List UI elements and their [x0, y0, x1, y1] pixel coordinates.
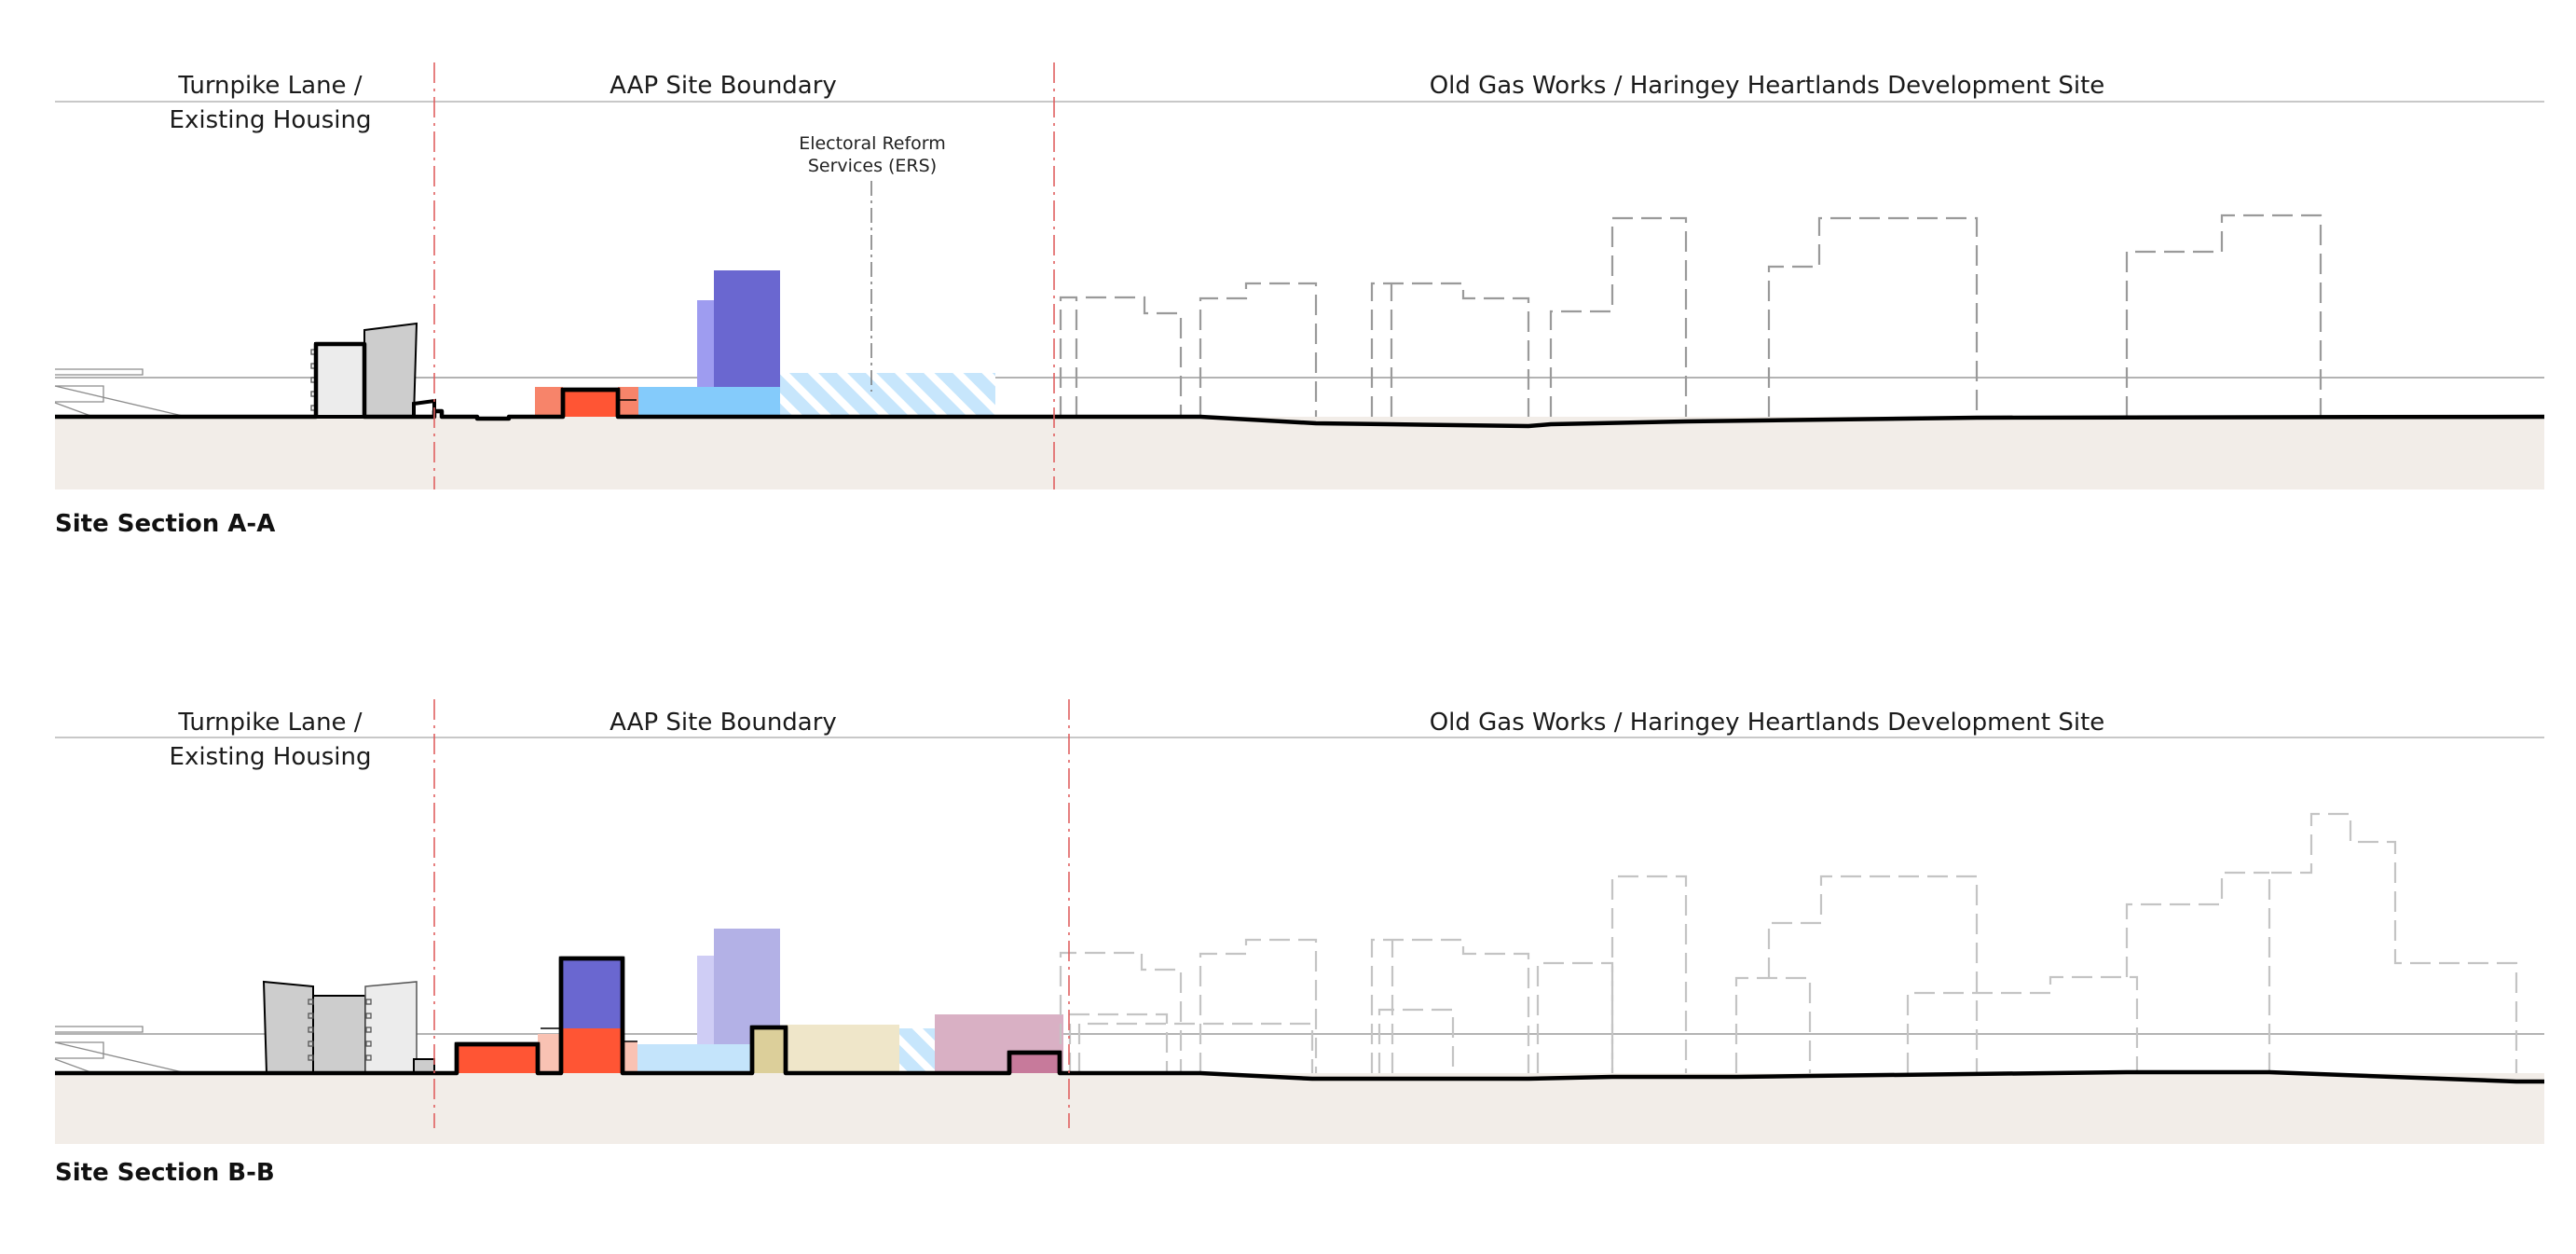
- ground-line: [55, 341, 2545, 429]
- section-caption: Site Section A-A: [55, 510, 275, 538]
- future-development-outlines: [1059, 812, 2518, 1073]
- zone-label-aap-boundary: AAP Site Boundary: [610, 72, 837, 100]
- ground-fill: [55, 417, 2544, 489]
- zone-label-gas-works: Old Gas Works / Haringey Heartlands Deve…: [1430, 72, 2105, 100]
- existing-building: [262, 980, 314, 1074]
- zone-label-existing-housing-line2: Existing Housing: [170, 743, 372, 771]
- proposed-tower: [697, 300, 714, 387]
- zone-label-gas-works: Old Gas Works / Haringey Heartlands Deve…: [1430, 709, 2105, 737]
- section-caption: Site Section B-B: [55, 1159, 275, 1187]
- proposed-tower: [561, 1028, 623, 1073]
- existing-context-outline: [54, 368, 187, 418]
- building-windows: [308, 999, 372, 1061]
- proposed-block: [638, 387, 780, 417]
- section-a: Turnpike Lane / Existing Housing AAP Sit…: [54, 62, 2545, 538]
- zone-label-aap-boundary: AAP Site Boundary: [610, 709, 837, 737]
- existing-context-outline: [54, 1026, 187, 1074]
- proposed-block: [637, 1044, 752, 1073]
- proposed-block: [786, 1025, 899, 1073]
- section-b: Turnpike Lane / Existing Housing AAP Sit…: [54, 699, 2544, 1187]
- ground-fill: [55, 1073, 2544, 1144]
- existing-building: [412, 398, 436, 417]
- proposed-block: [538, 1034, 561, 1073]
- future-development-outlines: [1059, 214, 2323, 417]
- zone-label-existing-housing-line1: Turnpike Lane /: [177, 709, 362, 737]
- ers-label-line2: Services (ERS): [808, 156, 937, 176]
- proposed-tower: [714, 270, 780, 387]
- proposed-tower: [561, 958, 623, 1028]
- proposed-tower: [697, 956, 714, 1044]
- ers-hatched-block: [780, 373, 995, 417]
- existing-building: [363, 322, 418, 418]
- zone-label-existing-housing-line2: Existing Housing: [170, 106, 372, 134]
- zone-label-existing-housing-line1: Turnpike Lane /: [177, 72, 362, 100]
- proposed-block: [535, 387, 563, 417]
- proposed-block: [623, 1041, 637, 1073]
- existing-building: [312, 995, 366, 1074]
- proposed-block: [457, 1044, 538, 1073]
- proposed-tower: [714, 929, 780, 1044]
- existing-building: [314, 342, 366, 419]
- proposed-block: [563, 390, 618, 417]
- ers-label-line1: Electoral Reform: [799, 133, 946, 154]
- proposed-block: [752, 1027, 786, 1073]
- hatched-block: [899, 1028, 935, 1073]
- existing-building: [364, 981, 418, 1074]
- proposed-block: [1009, 1053, 1060, 1073]
- ground-line: [55, 956, 2544, 1084]
- proposed-block: [618, 387, 638, 417]
